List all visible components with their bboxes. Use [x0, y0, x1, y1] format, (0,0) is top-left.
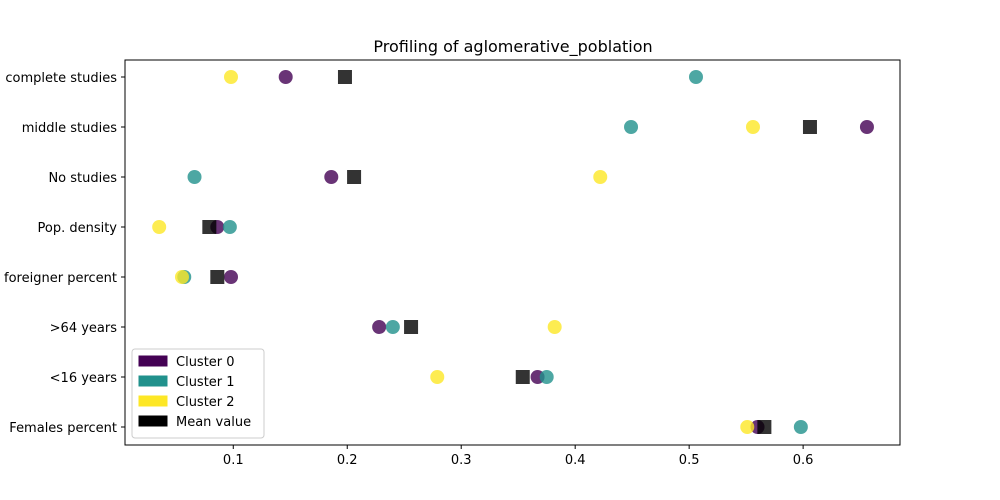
y-tick-label: foreigner percent [4, 271, 117, 286]
point-cluster-2-middle-studies [745, 120, 760, 134]
legend: Cluster 0 Cluster 1 Cluster 2 Mean value [131, 348, 265, 439]
y-tick-label: Females percent [9, 421, 117, 436]
point-mean-value-pop-density [202, 220, 217, 234]
point-cluster-1-16-years [539, 370, 554, 384]
point-mean-value-16-years [515, 370, 530, 384]
point-cluster-0-middle-studies [859, 120, 874, 134]
y-tick-label: <16 years [50, 371, 118, 386]
point-mean-value-complete-studies [337, 70, 352, 84]
x-tick-label: 0.1 [223, 453, 244, 468]
legend-label-cluster-0: Cluster 0 [176, 355, 235, 370]
x-tick-label: 0.3 [451, 453, 472, 468]
legend-swatch-cluster-2 [138, 395, 168, 407]
y-tick-label: complete studies [5, 71, 117, 86]
point-cluster-2-64-years [547, 320, 562, 334]
point-cluster-2-foreigner-percent [174, 270, 189, 284]
point-cluster-1-complete-studies [688, 70, 703, 84]
legend-swatch-mean-value [138, 415, 168, 427]
x-axis: 0.1 0.2 0.3 0.4 0.5 0.6 [223, 445, 814, 468]
point-mean-value-64-years [404, 320, 419, 334]
legend-swatch-cluster-0 [138, 355, 168, 367]
y-tick-label: >64 years [50, 321, 118, 336]
point-cluster-2-complete-studies [223, 70, 238, 84]
point-cluster-0-no-studies [324, 170, 339, 184]
point-cluster-1-middle-studies [624, 120, 639, 134]
legend-label-cluster-1: Cluster 1 [176, 375, 235, 390]
point-mean-value-no-studies [347, 170, 362, 184]
x-tick-label: 0.6 [793, 453, 814, 468]
point-cluster-1-females-percent [793, 420, 808, 434]
point-mean-value-foreigner-percent [210, 270, 225, 284]
point-cluster-2-no-studies [593, 170, 608, 184]
point-mean-value-middle-studies [802, 120, 817, 134]
x-tick-label: 0.5 [679, 453, 700, 468]
point-cluster-0-foreigner-percent [223, 270, 238, 284]
y-axis: complete studies middle studies No studies… [4, 71, 125, 436]
x-tick-label: 0.2 [337, 453, 358, 468]
legend-swatch-cluster-1 [138, 375, 168, 387]
point-cluster-0-complete-studies [278, 70, 293, 84]
legend-label-cluster-2: Cluster 2 [176, 395, 235, 410]
point-cluster-2-females-percent [740, 420, 755, 434]
y-tick-label: Pop. density [37, 221, 117, 236]
point-mean-value-females-percent [757, 420, 772, 434]
data-points [152, 70, 874, 434]
legend-label-mean-value: Mean value [176, 415, 251, 430]
plot-frame [124, 59, 901, 446]
point-cluster-2-pop-density [152, 220, 167, 234]
point-cluster-1-no-studies [187, 170, 202, 184]
y-tick-label: No studies [48, 171, 117, 186]
chart-title: Profiling of aglomerative_poblation [373, 37, 652, 57]
point-cluster-1-pop-density [222, 220, 237, 234]
point-cluster-2-16-years [430, 370, 445, 384]
point-cluster-0-64-years [372, 320, 387, 334]
x-tick-label: 0.4 [565, 453, 586, 468]
y-tick-label: middle studies [22, 121, 117, 136]
point-cluster-1-64-years [385, 320, 400, 334]
